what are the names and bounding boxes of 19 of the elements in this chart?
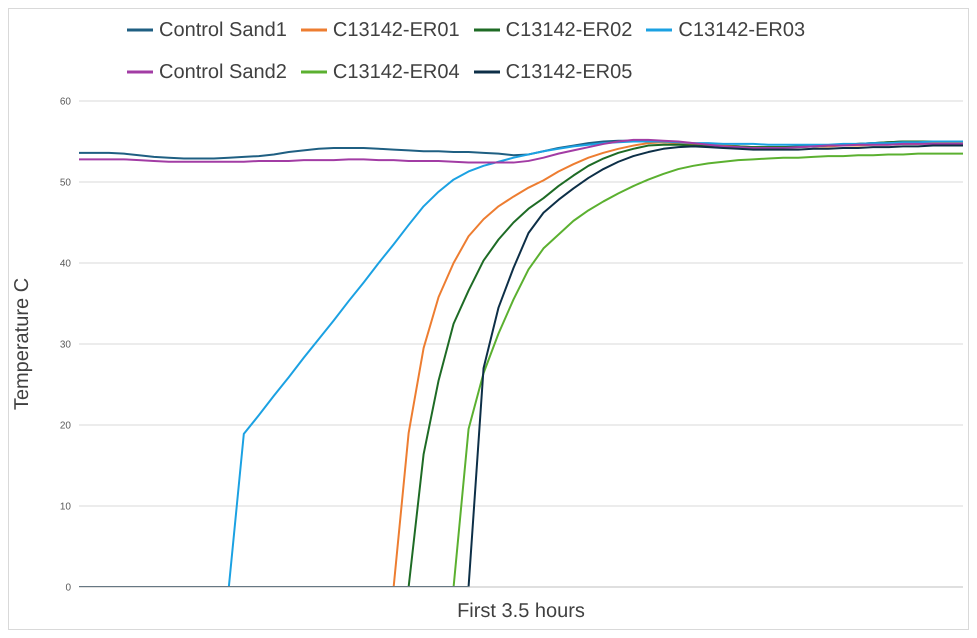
line-series — [79, 144, 963, 587]
legend-label: C13142-ER05 — [506, 60, 632, 84]
y-tick-label: 30 — [60, 340, 72, 351]
legend-label: C13142-ER03 — [678, 18, 806, 42]
legend-label: C13142-ER01 — [332, 18, 460, 42]
legend-label: C13142-ER02 — [506, 18, 632, 42]
line-series — [228, 140, 963, 587]
y-tick-label: 10 — [60, 502, 72, 513]
legend-label: Control Sand2 — [159, 60, 287, 84]
y-tick-label: 40 — [60, 258, 72, 270]
line-series — [79, 138, 963, 164]
y-tick-label: 20 — [60, 420, 72, 432]
y-tick-label: 50 — [60, 178, 72, 189]
y-tick-label: 60 — [60, 96, 72, 108]
legend-label: Control Sand1 — [159, 18, 287, 42]
x-axis-title: First 3.5 hours — [457, 600, 585, 622]
y-axis-title: Temperature C — [11, 278, 34, 410]
legend-label: C13142-ER04 — [332, 60, 460, 84]
y-tick-label: 0 — [65, 582, 72, 594]
